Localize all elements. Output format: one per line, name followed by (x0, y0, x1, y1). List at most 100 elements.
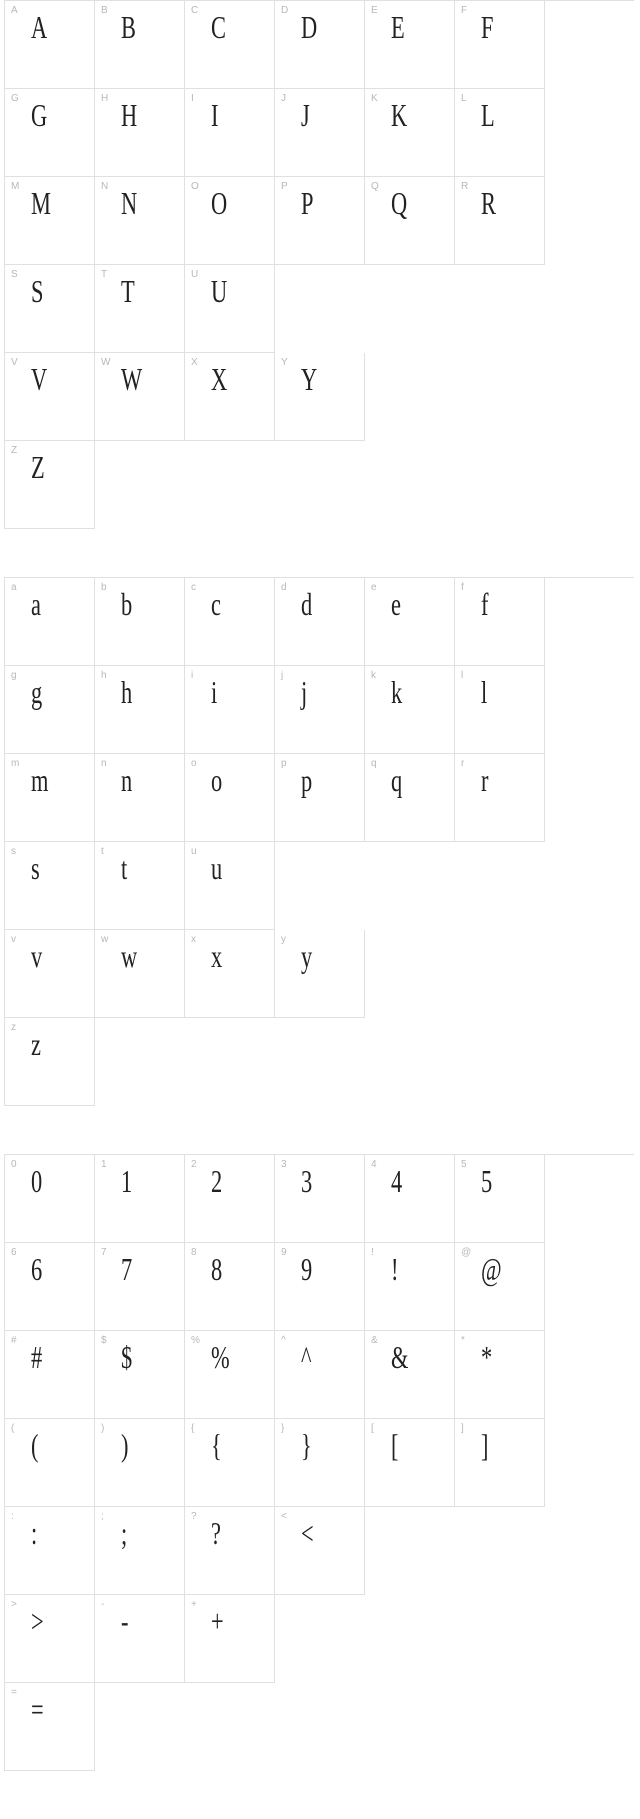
glyph-cell: DD (275, 1, 365, 89)
glyph-cell: == (5, 1683, 95, 1771)
glyph-display: Q (391, 185, 407, 222)
glyph-label: Z (11, 445, 17, 456)
glyph-display: ? (211, 1515, 221, 1552)
glyph-label: b (101, 582, 107, 593)
glyph-display: F (481, 9, 493, 46)
glyph-label: H (101, 93, 108, 104)
glyph-display: 9 (301, 1251, 312, 1288)
glyph-cell: ZZ (5, 441, 95, 529)
glyph-display: g (31, 674, 42, 711)
glyph-cell: (( (5, 1419, 95, 1507)
glyph-label: l (461, 670, 463, 681)
glyph-label: m (11, 758, 19, 769)
glyph-label: O (191, 181, 199, 192)
glyph-label: D (281, 5, 288, 16)
glyph-label: ! (371, 1247, 374, 1258)
glyph-cell: zz (5, 1018, 95, 1106)
glyph-display: G (31, 97, 47, 134)
glyph-cell: [[ (365, 1419, 455, 1507)
glyph-display: X (211, 361, 227, 398)
glyph-cell: && (365, 1331, 455, 1419)
glyph-cell: MM (5, 177, 95, 265)
glyph-display: j (301, 674, 307, 711)
glyph-display: e (391, 586, 401, 623)
glyph-display: c (211, 586, 221, 623)
glyph-display: > (31, 1603, 44, 1640)
glyph-label: = (11, 1687, 17, 1698)
glyph-cell: CC (185, 1, 275, 89)
glyph-display: [ (391, 1427, 398, 1464)
glyph-display: U (211, 273, 227, 310)
glyph-display: # (31, 1339, 42, 1376)
glyph-cell: RR (455, 177, 545, 265)
glyph-label: y (281, 934, 286, 945)
glyph-display: N (121, 185, 137, 222)
glyph-label: s (11, 846, 16, 857)
glyph-cell: ss (5, 842, 95, 930)
glyph-label: U (191, 269, 198, 280)
glyph-display: = (31, 1691, 44, 1728)
glyph-label: k (371, 670, 376, 681)
glyph-display: < (301, 1515, 314, 1552)
glyph-label: j (281, 670, 283, 681)
glyph-label: I (191, 93, 194, 104)
glyph-label: ] (461, 1423, 464, 1434)
glyph-label: t (101, 846, 104, 857)
glyph-label: - (101, 1599, 104, 1610)
glyph-display: 6 (31, 1251, 42, 1288)
glyph-display: w (121, 938, 137, 975)
glyph-label: % (191, 1335, 200, 1346)
glyph-cell: %% (185, 1331, 275, 1419)
glyph-display: i (211, 674, 217, 711)
glyph-cell: ## (5, 1331, 95, 1419)
glyph-cell: bb (95, 578, 185, 666)
glyph-cell: 33 (275, 1155, 365, 1243)
glyph-cell: jj (275, 666, 365, 754)
glyph-cell: ff (455, 578, 545, 666)
glyph-cell: cc (185, 578, 275, 666)
glyph-cell: pp (275, 754, 365, 842)
glyph-label: > (11, 1599, 17, 1610)
glyph-cell: :: (5, 1507, 95, 1595)
glyph-display: 7 (121, 1251, 132, 1288)
glyph-label: 6 (11, 1247, 17, 1258)
partial-row: VVWWXXYYZZ (4, 353, 454, 529)
glyph-cell: $$ (95, 1331, 185, 1419)
glyph-cell: xx (185, 930, 275, 1018)
glyph-cell: KK (365, 89, 455, 177)
glyph-label: # (11, 1335, 17, 1346)
glyph-display: % (211, 1339, 230, 1376)
glyph-label: W (101, 357, 110, 368)
glyph-cell: 66 (5, 1243, 95, 1331)
glyph-label: g (11, 670, 17, 681)
glyph-display: 1 (121, 1163, 132, 1200)
glyph-cell: yy (275, 930, 365, 1018)
glyph-cell: aa (5, 578, 95, 666)
glyph-display: v (31, 938, 42, 975)
glyph-label: i (191, 670, 193, 681)
glyph-display: * (481, 1339, 492, 1376)
glyph-label: [ (371, 1423, 374, 1434)
glyph-label: S (11, 269, 18, 280)
glyph-label: E (371, 5, 378, 16)
glyph-label: R (461, 181, 468, 192)
glyph-display: ) (121, 1427, 128, 1464)
partial-row: vvwwxxyyzz (4, 930, 454, 1106)
glyph-display: k (391, 674, 402, 711)
glyph-display: n (121, 762, 132, 799)
glyph-label: F (461, 5, 467, 16)
glyph-display: T (121, 273, 135, 310)
glyph-label: $ (101, 1335, 107, 1346)
glyph-label: ? (191, 1511, 197, 1522)
glyph-label: c (191, 582, 196, 593)
glyph-cell: 88 (185, 1243, 275, 1331)
glyph-display: h (121, 674, 132, 711)
glyph-label: T (101, 269, 107, 280)
glyph-display: P (301, 185, 313, 222)
glyph-display: D (301, 9, 317, 46)
glyph-label: v (11, 934, 16, 945)
glyph-display: t (121, 850, 127, 887)
glyph-cell: -- (95, 1595, 185, 1683)
glyph-label: 7 (101, 1247, 107, 1258)
glyph-display: C (211, 9, 226, 46)
